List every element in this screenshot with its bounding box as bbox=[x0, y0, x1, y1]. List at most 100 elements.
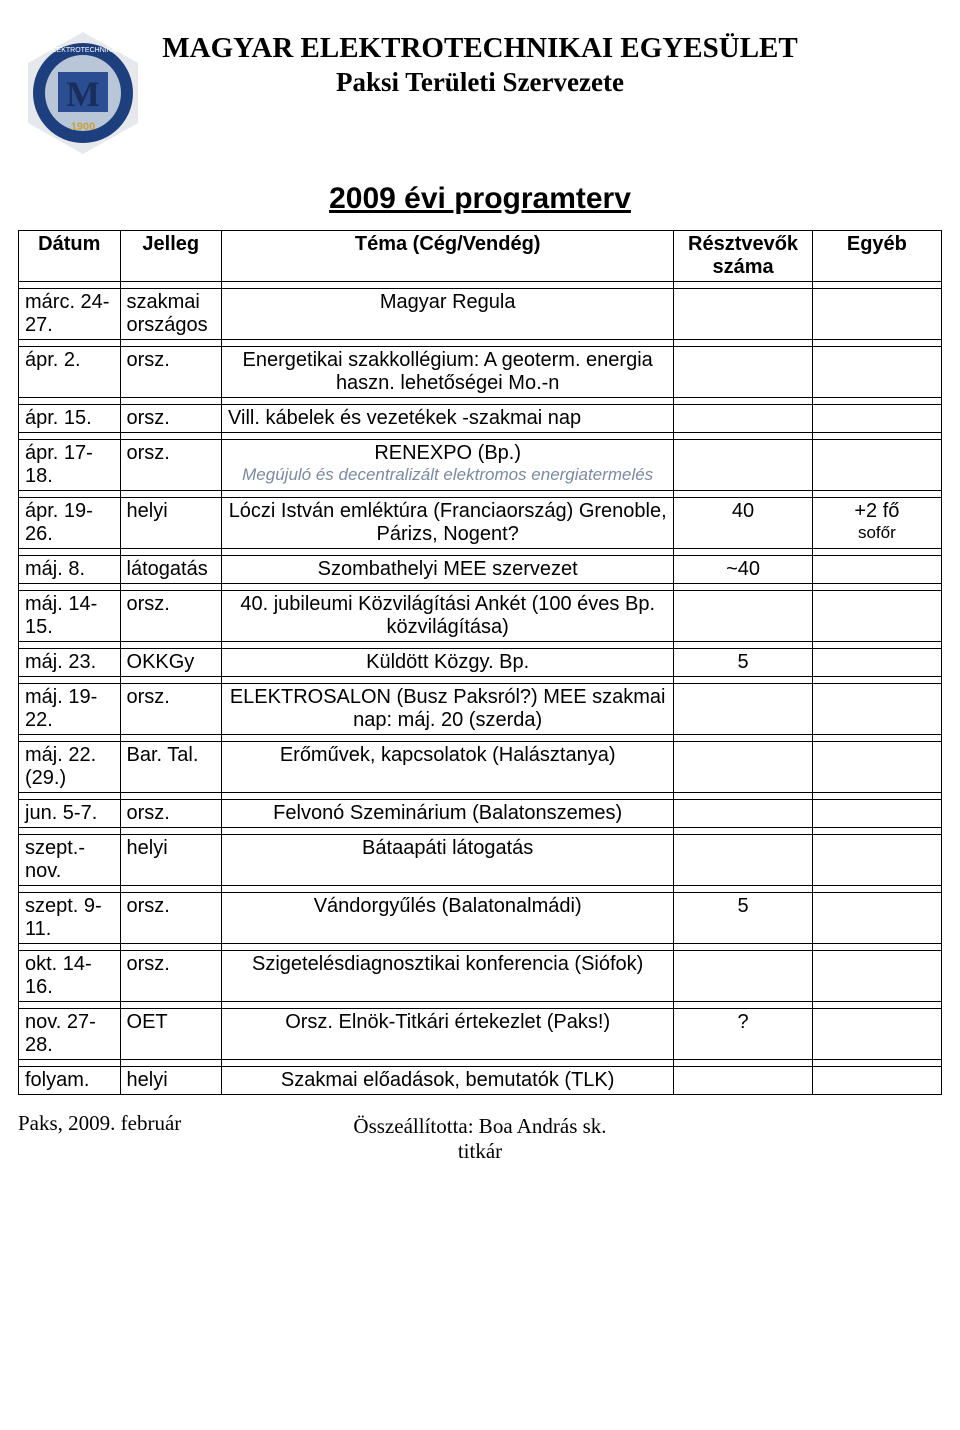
col-header-resztvevok: Résztvevők száma bbox=[674, 231, 812, 282]
table-header-row: Dátum Jelleg Téma (Cég/Vendég) Résztvevő… bbox=[19, 231, 942, 282]
cell-jelleg: orsz. bbox=[120, 684, 222, 735]
cell-egyeb bbox=[812, 347, 941, 398]
table-row: jun. 5-7.orsz.Felvonó Szeminárium (Balat… bbox=[19, 800, 942, 828]
col-header-tema: Téma (Cég/Vendég) bbox=[222, 231, 674, 282]
cell-tema: Szombathelyi MEE szervezet bbox=[222, 556, 674, 584]
cell-egyeb bbox=[812, 1009, 941, 1060]
cell-egyeb bbox=[812, 684, 941, 735]
org-name: MAGYAR ELEKTROTECHNIKAI EGYESÜLET bbox=[18, 32, 942, 65]
cell-jelleg: látogatás bbox=[120, 556, 222, 584]
cell-tema: Lóczi István emléktúra (Franciaország) G… bbox=[222, 498, 674, 549]
cell-datum: máj. 22. (29.) bbox=[19, 742, 121, 793]
table-row: nov. 27-28.OETOrsz. Elnök-Titkári érteke… bbox=[19, 1009, 942, 1060]
cell-resztvevok bbox=[674, 289, 812, 340]
table-row: ápr. 2.orsz.Energetikai szakkollégium: A… bbox=[19, 347, 942, 398]
table-spacer-row bbox=[19, 642, 942, 649]
cell-tema: Bátaapáti látogatás bbox=[222, 835, 674, 886]
table-spacer-row bbox=[19, 677, 942, 684]
cell-egyeb bbox=[812, 591, 941, 642]
cell-datum: márc. 24-27. bbox=[19, 289, 121, 340]
cell-datum: ápr. 19-26. bbox=[19, 498, 121, 549]
cell-resztvevok: 5 bbox=[674, 649, 812, 677]
table-spacer-row bbox=[19, 735, 942, 742]
cell-resztvevok bbox=[674, 405, 812, 433]
cell-resztvevok bbox=[674, 835, 812, 886]
cell-tema: RENEXPO (Bp.)Megújuló és decentralizált … bbox=[222, 440, 674, 491]
cell-resztvevok bbox=[674, 742, 812, 793]
cell-resztvevok: ? bbox=[674, 1009, 812, 1060]
table-row: máj. 14-15.orsz.40. jubileumi Közvilágít… bbox=[19, 591, 942, 642]
footer-compiled-by: Összeállította: Boa András sk. bbox=[353, 1114, 606, 1138]
cell-datum: máj. 19-22. bbox=[19, 684, 121, 735]
doc-title: 2009 évi programterv bbox=[18, 182, 942, 216]
cell-resztvevok bbox=[674, 591, 812, 642]
cell-tema-sub: Megújuló és decentralizált elektromos en… bbox=[228, 465, 667, 485]
cell-tema: Energetikai szakkollégium: A geoterm. en… bbox=[222, 347, 674, 398]
table-spacer-row bbox=[19, 828, 942, 835]
table-spacer-row bbox=[19, 282, 942, 289]
cell-egyeb bbox=[812, 405, 941, 433]
cell-egyeb bbox=[812, 893, 941, 944]
cell-tema: Erőművek, kapcsolatok (Halásztanya) bbox=[222, 742, 674, 793]
cell-egyeb bbox=[812, 289, 941, 340]
cell-jelleg: helyi bbox=[120, 835, 222, 886]
table-spacer-row bbox=[19, 944, 942, 951]
table-row: máj. 8.látogatásSzombathelyi MEE szervez… bbox=[19, 556, 942, 584]
cell-tema: ELEKTROSALON (Busz Paksról?) MEE szakmai… bbox=[222, 684, 674, 735]
cell-datum: folyam. bbox=[19, 1067, 121, 1095]
table-row: szept.- nov.helyiBátaapáti látogatás bbox=[19, 835, 942, 886]
table-row: ápr. 17-18.orsz.RENEXPO (Bp.)Megújuló és… bbox=[19, 440, 942, 491]
program-table: Dátum Jelleg Téma (Cég/Vendég) Résztvevő… bbox=[18, 230, 942, 1095]
cell-datum: máj. 8. bbox=[19, 556, 121, 584]
table-row: szept. 9-11.orsz.Vándorgyűlés (Balatonal… bbox=[19, 893, 942, 944]
cell-tema: Küldött Közgy. Bp. bbox=[222, 649, 674, 677]
table-spacer-row bbox=[19, 793, 942, 800]
cell-datum: nov. 27-28. bbox=[19, 1009, 121, 1060]
table-row: máj. 19-22.orsz.ELEKTROSALON (Busz Paksr… bbox=[19, 684, 942, 735]
cell-resztvevok bbox=[674, 347, 812, 398]
footer: Paks, 2009. február Összeállította: Boa … bbox=[18, 1111, 942, 1164]
cell-datum: szept. 9-11. bbox=[19, 893, 121, 944]
cell-egyeb-sub: sofőr bbox=[819, 523, 935, 543]
cell-jelleg: orsz. bbox=[120, 951, 222, 1002]
cell-datum: jun. 5-7. bbox=[19, 800, 121, 828]
cell-tema: 40. jubileumi Közvilágítási Ankét (100 é… bbox=[222, 591, 674, 642]
cell-egyeb: +2 fősofőr bbox=[812, 498, 941, 549]
table-row: ápr. 15.orsz.Vill. kábelek és vezetékek … bbox=[19, 405, 942, 433]
cell-datum: máj. 14-15. bbox=[19, 591, 121, 642]
table-spacer-row bbox=[19, 886, 942, 893]
page: M 1900 ELEKTROTECHNIKAI MAGYAR ELEKTROTE… bbox=[0, 0, 960, 1430]
table-row: ápr. 19-26.helyiLóczi István emléktúra (… bbox=[19, 498, 942, 549]
cell-tema: Vándorgyűlés (Balatonalmádi) bbox=[222, 893, 674, 944]
cell-jelleg: OET bbox=[120, 1009, 222, 1060]
cell-resztvevok bbox=[674, 800, 812, 828]
cell-jelleg: OKKGy bbox=[120, 649, 222, 677]
table-spacer-row bbox=[19, 584, 942, 591]
cell-resztvevok bbox=[674, 440, 812, 491]
header-titles: MAGYAR ELEKTROTECHNIKAI EGYESÜLET Paksi … bbox=[18, 28, 942, 98]
cell-egyeb bbox=[812, 800, 941, 828]
cell-tema: Szigetelésdiagnosztikai konferencia (Sió… bbox=[222, 951, 674, 1002]
table-spacer-row bbox=[19, 1002, 942, 1009]
table-row: folyam.helyiSzakmai előadások, bemutatók… bbox=[19, 1067, 942, 1095]
cell-jelleg: orsz. bbox=[120, 893, 222, 944]
table-row: okt. 14-16.orsz.Szigetelésdiagnosztikai … bbox=[19, 951, 942, 1002]
table-spacer-row bbox=[19, 1060, 942, 1067]
cell-resztvevok: 40 bbox=[674, 498, 812, 549]
table-row: márc. 24-27.szakmai országosMagyar Regul… bbox=[19, 289, 942, 340]
table-row: máj. 23.OKKGyKüldött Közgy. Bp.5 bbox=[19, 649, 942, 677]
cell-egyeb bbox=[812, 951, 941, 1002]
cell-tema: Orsz. Elnök-Titkári értekezlet (Paks!) bbox=[222, 1009, 674, 1060]
cell-jelleg: orsz. bbox=[120, 347, 222, 398]
cell-jelleg: orsz. bbox=[120, 591, 222, 642]
cell-egyeb bbox=[812, 1067, 941, 1095]
col-header-egyeb: Egyéb bbox=[812, 231, 941, 282]
logo-year: 1900 bbox=[71, 121, 95, 133]
cell-egyeb bbox=[812, 649, 941, 677]
table-spacer-row bbox=[19, 433, 942, 440]
cell-jelleg: Bar. Tal. bbox=[120, 742, 222, 793]
cell-resztvevok: 5 bbox=[674, 893, 812, 944]
cell-tema: Magyar Regula bbox=[222, 289, 674, 340]
table-spacer-row bbox=[19, 549, 942, 556]
cell-tema: Szakmai előadások, bemutatók (TLK) bbox=[222, 1067, 674, 1095]
